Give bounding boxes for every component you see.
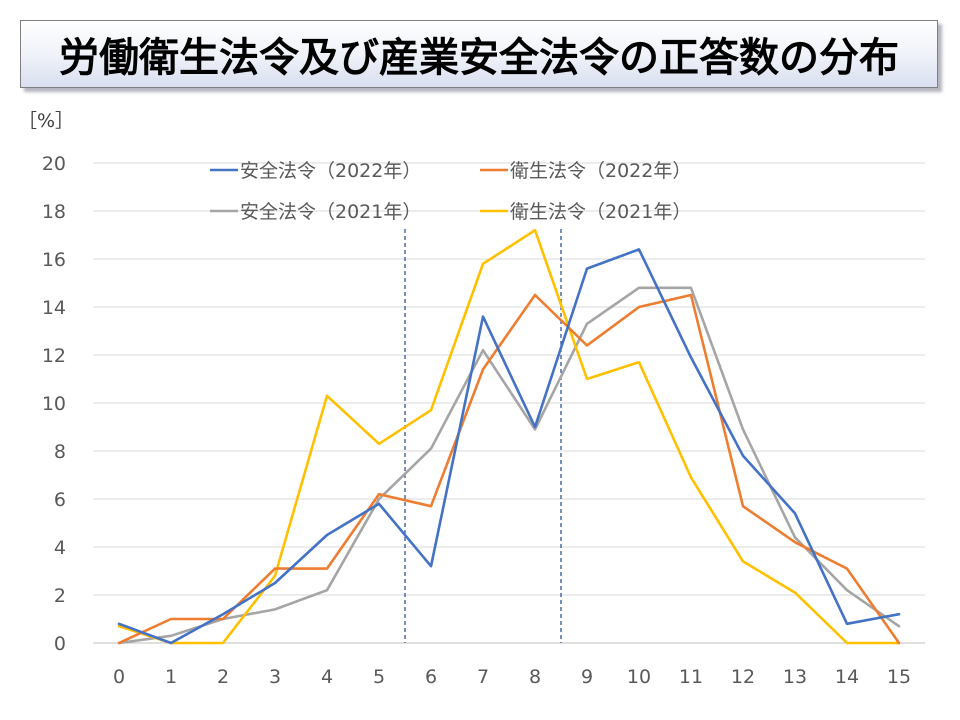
- y-tick-label: 10: [42, 393, 66, 415]
- gridlines: [93, 162, 925, 644]
- x-tick-label: 9: [581, 666, 593, 688]
- x-tick-label: 13: [783, 666, 807, 688]
- x-tick-label: 8: [529, 666, 541, 688]
- y-tick-label: 14: [42, 297, 66, 319]
- y-axis-unit-label: ［%］: [18, 110, 74, 132]
- series-line: [117, 248, 901, 645]
- x-tick-label: 15: [887, 666, 911, 688]
- y-tick-label: 4: [54, 537, 66, 559]
- series-lines: [117, 228, 901, 645]
- y-tick-label: 2: [54, 585, 66, 607]
- x-tick-label: 1: [165, 666, 177, 688]
- x-tick-label: 11: [679, 666, 703, 688]
- reference-lines: [404, 229, 562, 643]
- legend: 安全法令（2022年） 衛生法令（2022年） 安全法令（2021年） 衛生法令（20…: [210, 160, 691, 223]
- x-tick-label: 14: [835, 666, 859, 688]
- legend-label: 安全法令（2021年）: [240, 201, 421, 223]
- y-tick-label: 12: [42, 345, 66, 367]
- x-tick-label: 7: [477, 666, 489, 688]
- x-tick-label: 5: [373, 666, 385, 688]
- y-tick-label: 6: [54, 489, 66, 511]
- x-tick-label: 10: [627, 666, 651, 688]
- legend-label: 安全法令（2022年）: [240, 160, 421, 182]
- series-line: [117, 286, 901, 645]
- title-box: 労働衛生法令及び産業安全法令の正答数の分布: [20, 20, 938, 88]
- y-tick-label: 18: [42, 201, 66, 223]
- chart-title: 労働衛生法令及び産業安全法令の正答数の分布: [59, 35, 899, 81]
- legend-label: 衛生法令（2021年）: [510, 201, 691, 223]
- y-tick-label: 20: [42, 153, 66, 175]
- x-tick-label: 4: [321, 666, 333, 688]
- x-tick-label: 6: [425, 666, 437, 688]
- x-tick-label: 3: [269, 666, 281, 688]
- y-tick-label: 8: [54, 441, 66, 463]
- x-tick-label: 0: [113, 666, 125, 688]
- y-tick-label: 0: [54, 633, 66, 655]
- x-tick-label: 12: [731, 666, 755, 688]
- legend-label: 衛生法令（2022年）: [510, 160, 691, 182]
- series-line: [117, 293, 901, 645]
- x-tick-label: 2: [217, 666, 229, 688]
- y-tick-label: 16: [42, 249, 66, 271]
- series-line: [117, 228, 901, 645]
